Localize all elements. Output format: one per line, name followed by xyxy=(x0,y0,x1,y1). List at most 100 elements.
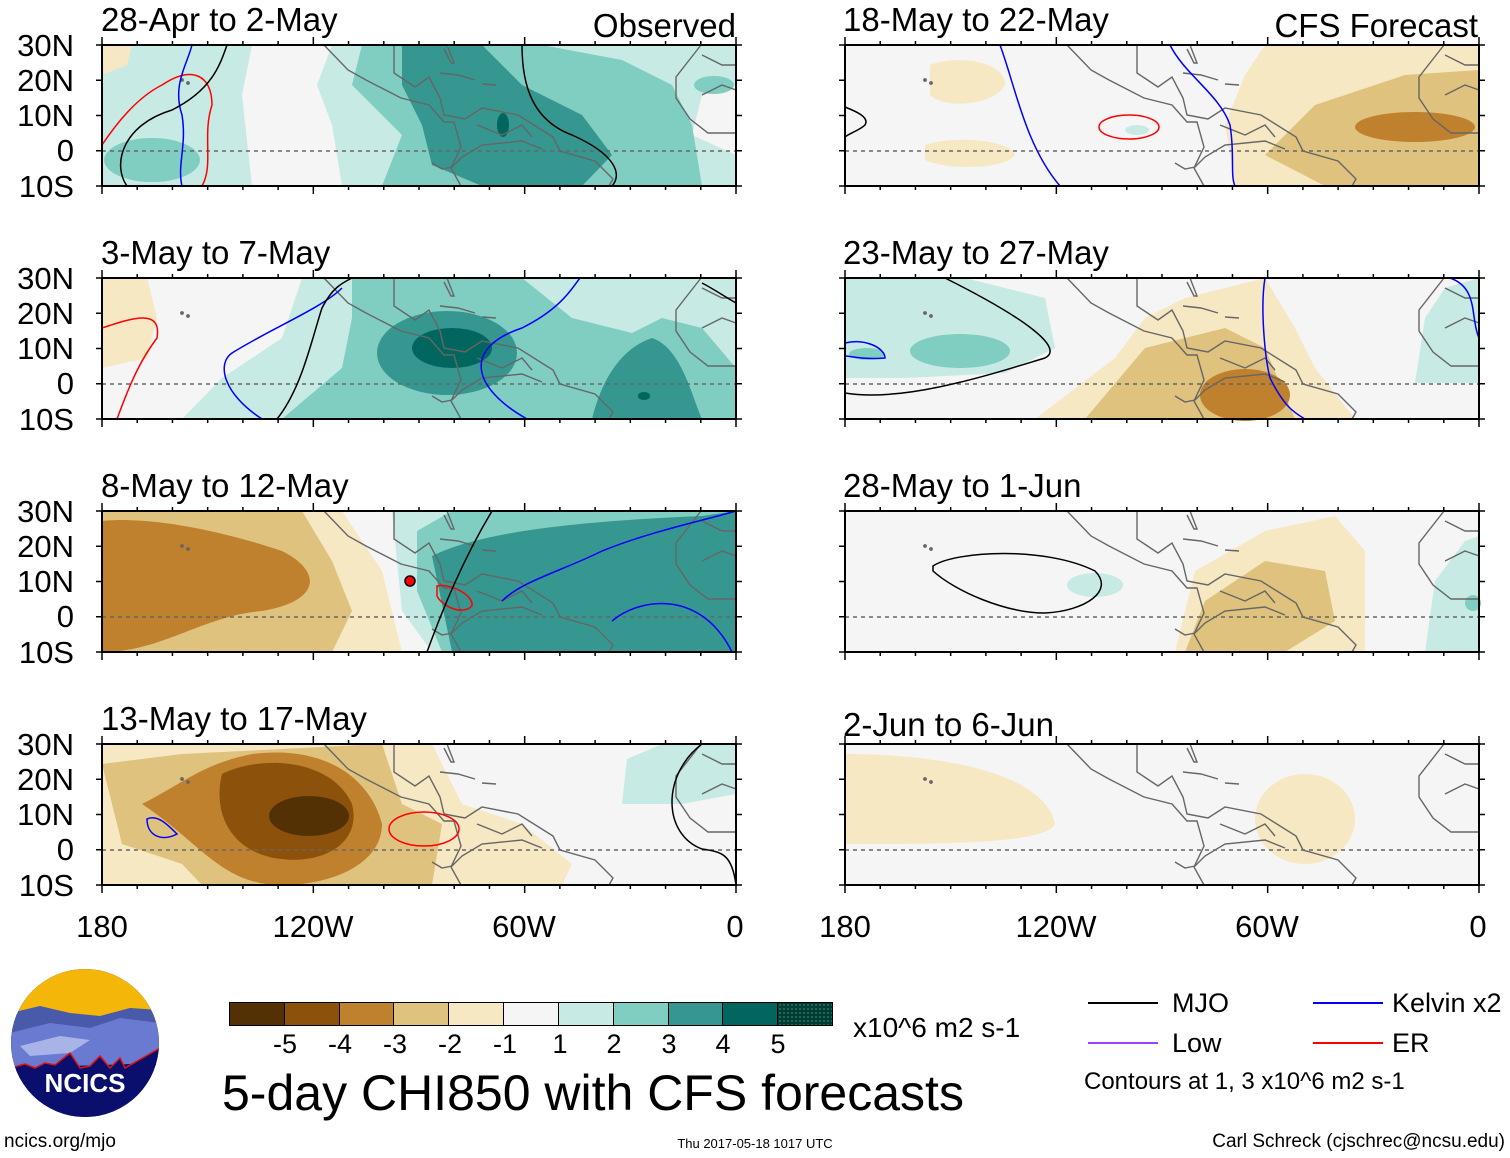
lat-label: 0 xyxy=(56,366,74,401)
anomaly-region xyxy=(102,520,310,652)
ncics-logo: NCICS xyxy=(11,969,159,1117)
anomaly-region xyxy=(910,334,1010,368)
er-contour xyxy=(101,74,213,187)
anomaly-region xyxy=(104,138,200,182)
lon-label: 0 xyxy=(726,909,744,944)
lat-label: 0 xyxy=(56,133,74,168)
colorbar-tick: -2 xyxy=(437,1029,462,1059)
kelvin-legend-label: Kelvin x2 xyxy=(1392,988,1502,1018)
lat-label: 10N xyxy=(17,98,74,133)
lon-label: 120W xyxy=(1015,909,1097,944)
colorbar-swatch xyxy=(613,1003,669,1025)
author-credit: Carl Schreck (cjschrec@ncsu.edu) xyxy=(1212,1131,1505,1152)
colorbar-swatch xyxy=(394,1003,450,1025)
anomaly-region xyxy=(1185,561,1335,652)
colorbar-swatch xyxy=(284,1003,340,1025)
kelvin-contour xyxy=(844,341,886,360)
map-panel-forecast-1 xyxy=(839,37,1485,194)
kelvin-contour xyxy=(1449,277,1480,339)
anomaly-region xyxy=(1067,573,1123,597)
panel-title: 23-May to 27-May xyxy=(843,234,1109,271)
kelvin-contour xyxy=(611,602,733,653)
observed-label: Observed xyxy=(592,7,736,44)
colorbar-tick: 5 xyxy=(770,1029,786,1059)
mjo-contour xyxy=(119,44,228,187)
mjo-legend-label: MJO xyxy=(1172,988,1229,1018)
map-panel-forecast-4 xyxy=(839,736,1485,893)
er-legend-line xyxy=(1313,1042,1383,1044)
anomaly-region xyxy=(412,328,492,368)
anomaly-region xyxy=(622,744,736,804)
colorbar-tick: -5 xyxy=(272,1029,297,1059)
mjo-contour xyxy=(844,277,1051,396)
anomaly-region xyxy=(1355,112,1475,142)
lat-label: 30N xyxy=(17,494,74,529)
cfs-forecast-label: CFS Forecast xyxy=(1274,7,1478,44)
mjo-contour xyxy=(521,44,618,187)
kelvin-contour xyxy=(1169,44,1236,187)
low-legend-label: Low xyxy=(1172,1028,1222,1058)
kelvin-contour xyxy=(223,287,343,420)
kelvin-contour xyxy=(177,44,193,187)
anomaly-region xyxy=(694,76,734,94)
colorbar-tick: -3 xyxy=(382,1029,407,1059)
anomaly-region xyxy=(1200,369,1290,421)
lat-label: 30N xyxy=(17,28,74,63)
map-panel-observed-3 xyxy=(96,503,742,660)
map-panel-observed-2 xyxy=(96,270,742,427)
lat-label: 30N xyxy=(17,261,74,296)
colorbar-swatch xyxy=(230,1003,285,1025)
colorbar xyxy=(229,1002,833,1026)
kelvin-contour xyxy=(999,44,1061,187)
anomaly-region xyxy=(1255,774,1355,864)
er-legend-label: ER xyxy=(1392,1028,1430,1058)
anomaly-region xyxy=(432,511,736,652)
mjo-contour xyxy=(701,282,737,304)
lat-label: 10N xyxy=(17,331,74,366)
anomaly-region xyxy=(102,45,132,75)
lat-label: 20N xyxy=(17,762,74,797)
panel-title: 28-May to 1-Jun xyxy=(843,467,1082,504)
lat-label: 30N xyxy=(17,727,74,762)
anomaly-region xyxy=(845,754,1055,844)
kelvin-contour xyxy=(501,510,737,602)
mjo-legend-line xyxy=(1088,1002,1158,1004)
lat-label: 10N xyxy=(17,564,74,599)
panel-title: 13-May to 17-May xyxy=(101,700,367,737)
colorbar-tick: 1 xyxy=(552,1029,568,1059)
er-contour xyxy=(388,811,460,847)
kelvin-contour xyxy=(146,817,179,839)
colorbar-tick: 2 xyxy=(606,1029,622,1059)
map-panel-forecast-2 xyxy=(839,270,1485,427)
mjo-contour xyxy=(932,552,1102,614)
lat-label: 10N xyxy=(17,797,74,832)
low-legend-line xyxy=(1088,1042,1158,1044)
mjo-contour xyxy=(426,510,493,653)
kelvin-contour xyxy=(1262,277,1306,420)
mjo-contour xyxy=(276,277,353,420)
anomaly-region xyxy=(925,139,1015,167)
er-contour xyxy=(1098,114,1160,140)
kelvin-contour xyxy=(480,277,581,420)
lon-label: 180 xyxy=(819,909,871,944)
lat-label: 0 xyxy=(56,832,74,867)
map-background xyxy=(845,511,1479,652)
anomaly-region xyxy=(102,278,157,368)
ncics-link[interactable]: ncics.org/mjo xyxy=(4,1131,116,1152)
colorbar-swatch xyxy=(339,1003,395,1025)
mjo-contour xyxy=(671,743,737,886)
lon-label: 0 xyxy=(1469,909,1487,944)
kelvin-legend-line xyxy=(1313,1002,1383,1004)
lat-label: 20N xyxy=(17,296,74,331)
map-panel-observed-4 xyxy=(96,736,742,893)
lat-label: 0 xyxy=(56,599,74,634)
lon-label: 60W xyxy=(1235,909,1299,944)
lon-label: 180 xyxy=(76,909,128,944)
lon-label: 120W xyxy=(272,909,354,944)
lat-label: 20N xyxy=(17,63,74,98)
logo-text: NCICS xyxy=(45,1068,126,1098)
anomaly-region xyxy=(592,338,702,419)
colorbar-tick: -4 xyxy=(327,1029,352,1059)
anomaly-region xyxy=(1415,278,1479,383)
contour-note: Contours at 1, 3 x10^6 m2 s-1 xyxy=(1084,1068,1405,1095)
